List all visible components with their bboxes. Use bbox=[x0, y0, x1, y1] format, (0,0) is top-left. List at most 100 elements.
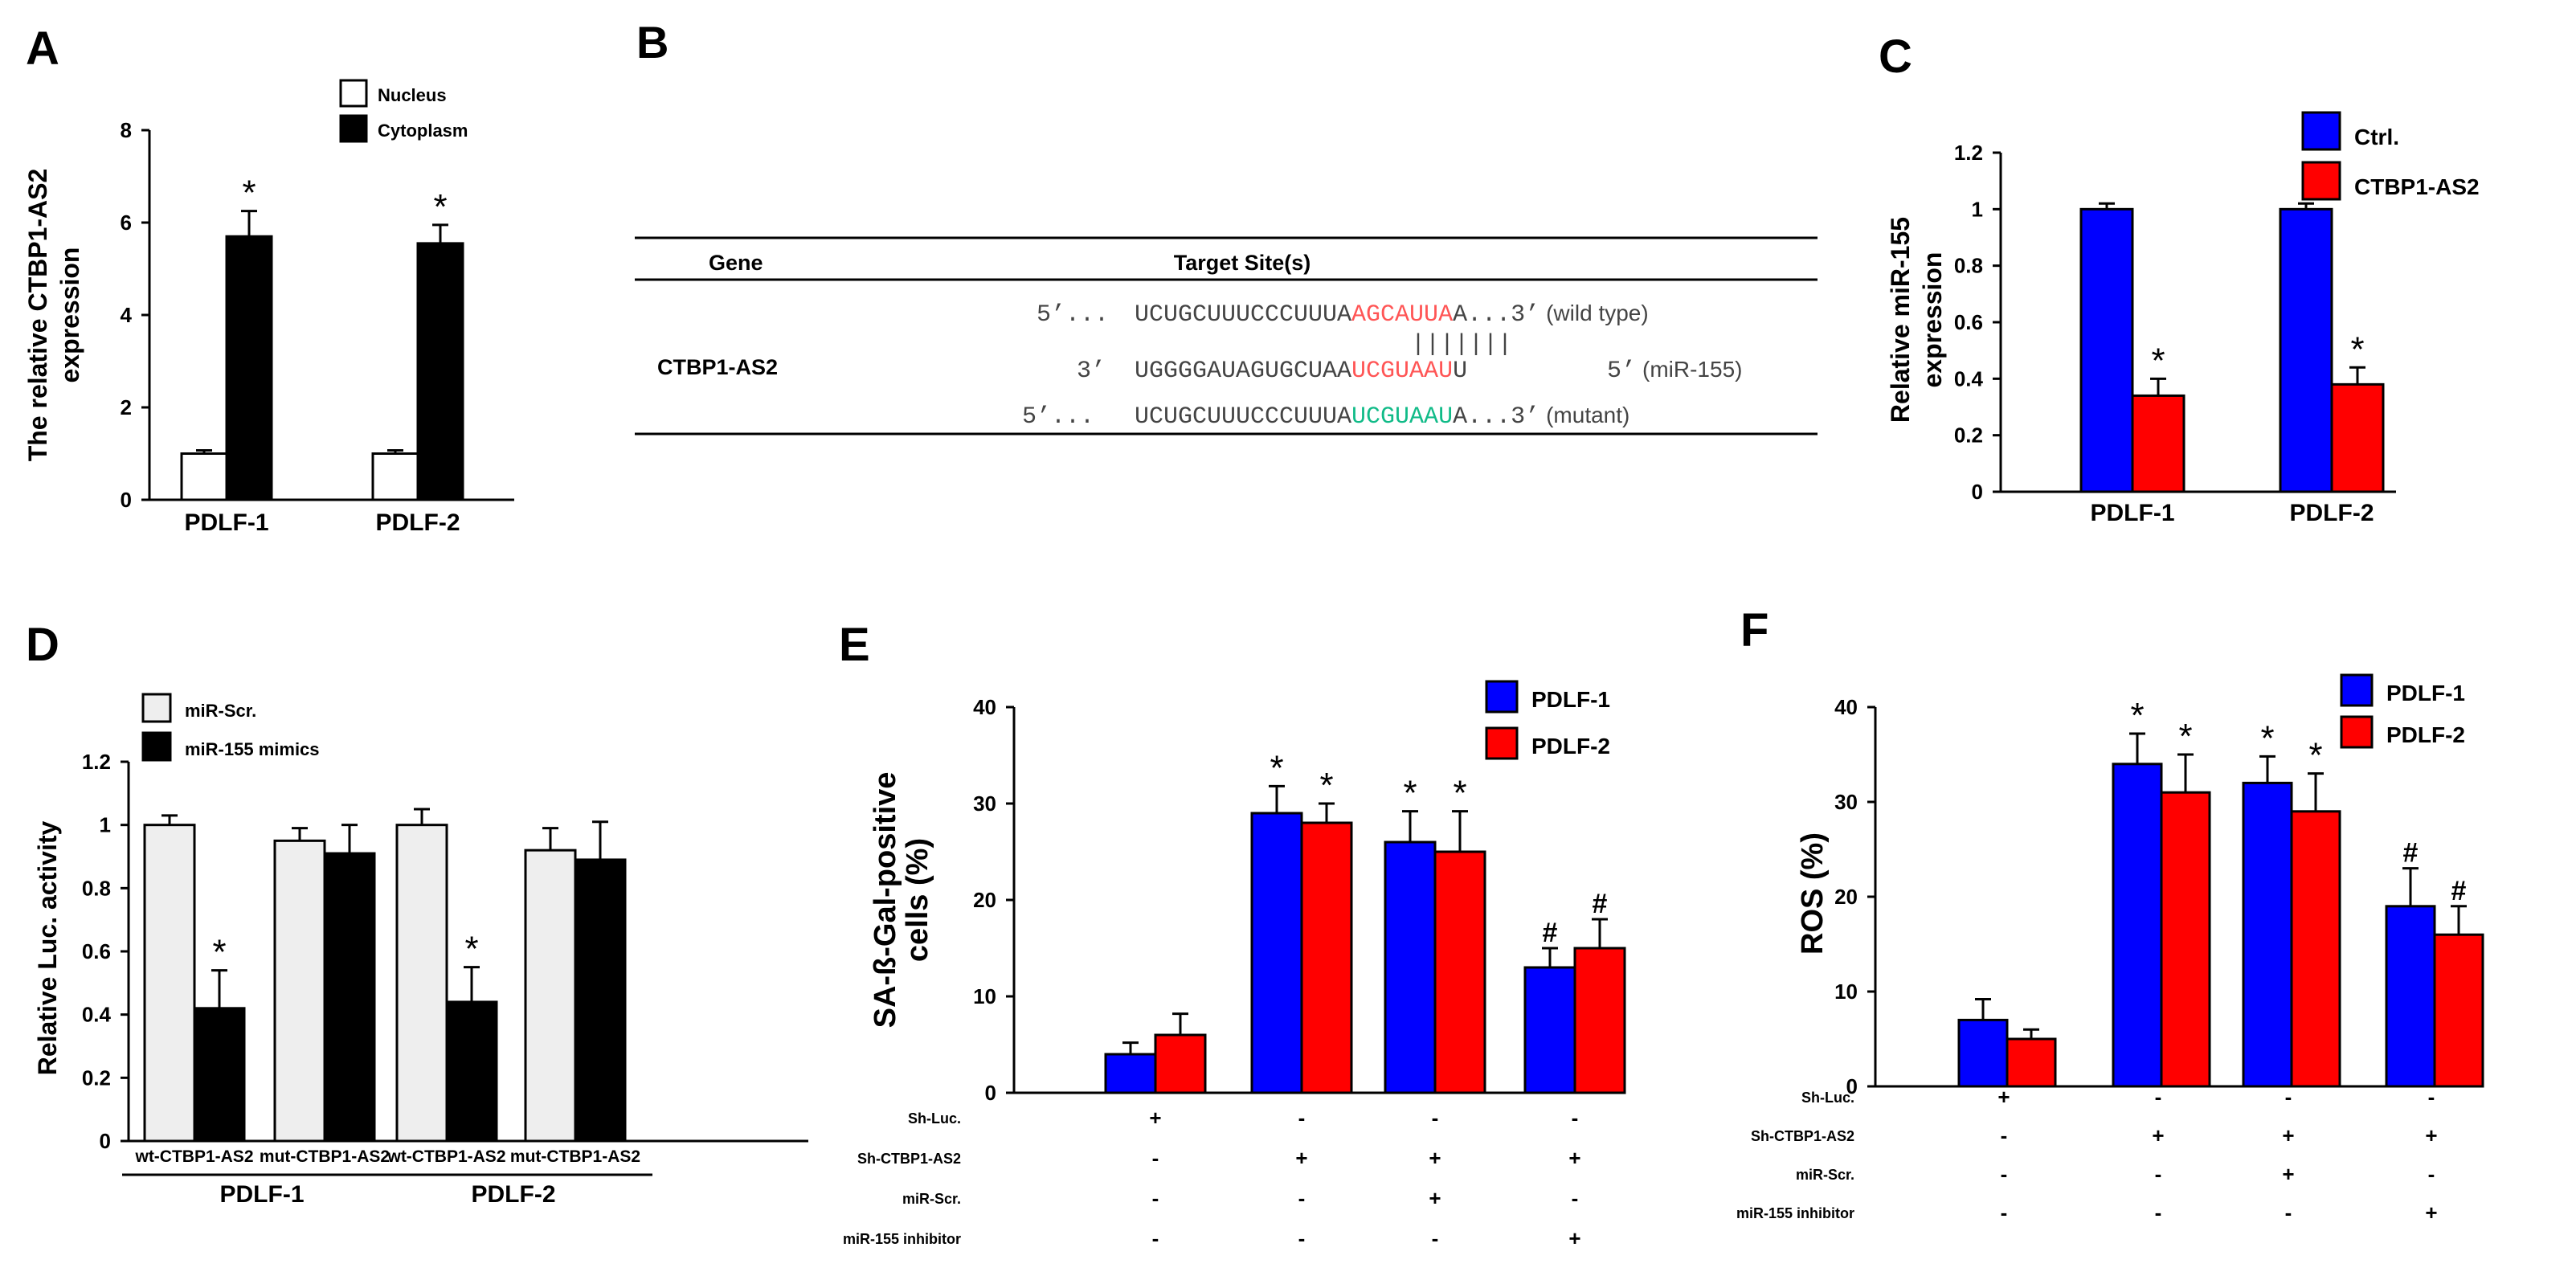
y-tick-label: 0 bbox=[121, 488, 132, 512]
seq-mir-end: 5’ bbox=[1607, 358, 1636, 385]
bar bbox=[1300, 821, 1353, 1094]
condition-mark: + bbox=[2282, 1123, 2294, 1147]
bar bbox=[1523, 966, 1576, 1094]
y-axis-title-line: ROS (%) bbox=[1796, 832, 1830, 955]
seq-mir-155: 3’ UGGGGAUAGUGCUAAUCGUAAUU 5’ (miR-155) bbox=[1077, 357, 1742, 385]
bar bbox=[2385, 905, 2436, 1088]
legend-swatch bbox=[2301, 161, 2341, 201]
legend-label: Ctrl. bbox=[2354, 125, 2399, 149]
bar bbox=[2330, 382, 2385, 493]
legend-label: PDLF-2 bbox=[1531, 734, 1610, 759]
seq-mir-prefix: 3’ bbox=[1077, 358, 1106, 385]
condition-label: miR-155 inhibitor bbox=[843, 1231, 961, 1247]
condition-mark: - bbox=[2001, 1200, 2008, 1225]
seq-wild-note: (wild type) bbox=[1546, 301, 1649, 325]
condition-mark: - bbox=[1298, 1106, 1306, 1130]
y-tick-label: 1 bbox=[100, 813, 111, 837]
condition-label: Sh-CTBP1-AS2 bbox=[1751, 1128, 1854, 1144]
y-tick-label: 40 bbox=[973, 695, 996, 719]
bar bbox=[143, 824, 196, 1143]
bar bbox=[1250, 812, 1303, 1094]
legend-swatch bbox=[2340, 673, 2374, 707]
significance-mark: * bbox=[2260, 718, 2274, 758]
y-tick-label: 30 bbox=[1834, 790, 1858, 814]
seq-mir-site: UCGUAAU bbox=[1351, 358, 1453, 385]
bar bbox=[445, 1000, 498, 1143]
legend-label: miR-155 mimics bbox=[185, 739, 320, 759]
legend-swatch bbox=[141, 693, 172, 723]
bar bbox=[1433, 850, 1486, 1094]
bar bbox=[1573, 947, 1626, 1094]
condition-mark: - bbox=[2285, 1085, 2292, 1109]
condition-mark: + bbox=[2425, 1123, 2437, 1147]
y-tick-label: 10 bbox=[1834, 979, 1858, 1004]
y-tick-label: 0.6 bbox=[82, 939, 111, 963]
legend-label: CTBP1-AS2 bbox=[2354, 174, 2480, 199]
y-tick-label: 0.4 bbox=[82, 1003, 112, 1027]
significance-mark: * bbox=[1453, 774, 1466, 813]
condition-mark: - bbox=[2155, 1162, 2162, 1186]
bar bbox=[2131, 394, 2186, 493]
legend: Ctrl. CTBP1-AS2 bbox=[2301, 111, 2480, 201]
condition-mark: + bbox=[1997, 1085, 2010, 1109]
significance-mark: * bbox=[1319, 766, 1333, 805]
y-axis-title-line: Relative miR-155 bbox=[1886, 217, 1915, 423]
y-tick-label: 0 bbox=[100, 1129, 111, 1153]
seq-pairing-lines: ||||||| bbox=[1411, 331, 1512, 358]
seq-wild-site: AGCAUUA bbox=[1351, 301, 1453, 329]
condition-mark: - bbox=[1298, 1186, 1306, 1210]
y-axis-title-line: The relative CTBP1-AS2 bbox=[23, 169, 52, 462]
significance-mark: * bbox=[2151, 341, 2165, 380]
legend-swatch bbox=[339, 114, 368, 143]
y-axis-title-line: cells (%) bbox=[901, 838, 934, 962]
y-tick-label: 30 bbox=[973, 791, 996, 816]
significance-mark: * bbox=[433, 187, 447, 227]
panel-label: E bbox=[839, 619, 870, 671]
condition-mark: + bbox=[2425, 1200, 2437, 1225]
legend: PDLF-1 PDLF-2 bbox=[2340, 673, 2465, 749]
seq-mut-prefix: 5’... bbox=[1022, 403, 1094, 431]
group-label: PDLF-1 bbox=[220, 1181, 305, 1208]
y-tick-label: 0.8 bbox=[1954, 254, 1983, 278]
y-axis-title: The relative CTBP1-AS2 expression bbox=[23, 169, 84, 462]
x-tick-label: mut-CTBP1-AS2 bbox=[510, 1147, 640, 1166]
y-tick-label: 20 bbox=[1834, 885, 1858, 909]
bar bbox=[273, 839, 326, 1143]
condition-mark: - bbox=[2155, 1085, 2162, 1109]
y-tick-label: 2 bbox=[121, 395, 132, 419]
bar bbox=[2433, 933, 2484, 1088]
panel-label: C bbox=[1879, 31, 1912, 83]
x-tick-label: PDLF-1 bbox=[2091, 500, 2175, 526]
bar bbox=[2279, 207, 2333, 493]
bar bbox=[371, 452, 419, 501]
bar bbox=[524, 849, 577, 1143]
seq-mut-note: (mutant) bbox=[1546, 403, 1629, 427]
condition-mark: - bbox=[1152, 1226, 1159, 1250]
bar bbox=[574, 858, 627, 1143]
y-axis-title: Relative Luc. activity bbox=[33, 821, 62, 1076]
table-header-target: Target Site(s) bbox=[1174, 251, 1311, 275]
group-label: PDLF-2 bbox=[472, 1181, 556, 1208]
bar bbox=[1154, 1033, 1207, 1094]
y-tick-label: 6 bbox=[121, 211, 132, 235]
y-tick-label: 0 bbox=[985, 1081, 996, 1105]
x-tick-label: PDLF-2 bbox=[2290, 500, 2374, 526]
seq-mutant: 5’... UCUGCUUUCCCUUUAUCGUAAUA...3’ (mutant… bbox=[1022, 403, 1629, 431]
bar bbox=[2160, 791, 2211, 1088]
significance-mark: * bbox=[2308, 736, 2322, 775]
bar bbox=[2290, 810, 2341, 1088]
condition-label: miR-155 inhibitor bbox=[1736, 1205, 1854, 1221]
condition-mark: - bbox=[1572, 1186, 1579, 1210]
seq-mir-body: UGGGGAUAGUGCUAA bbox=[1135, 358, 1351, 385]
panel-a: A 0 2 4 6 8 The relative CTBP1-AS2 expression * P… bbox=[23, 22, 514, 536]
condition-mark: - bbox=[2001, 1162, 2008, 1186]
y-axis-title-line: expression bbox=[55, 247, 84, 383]
legend-label: PDLF-1 bbox=[1531, 687, 1610, 712]
y-tick-label: 20 bbox=[973, 888, 996, 912]
y-tick-label: 0.2 bbox=[82, 1065, 111, 1090]
y-tick-label: 1.2 bbox=[82, 750, 111, 774]
y-axis-title: ROS (%) bbox=[1796, 832, 1830, 955]
y-tick-label: 10 bbox=[973, 984, 996, 1008]
